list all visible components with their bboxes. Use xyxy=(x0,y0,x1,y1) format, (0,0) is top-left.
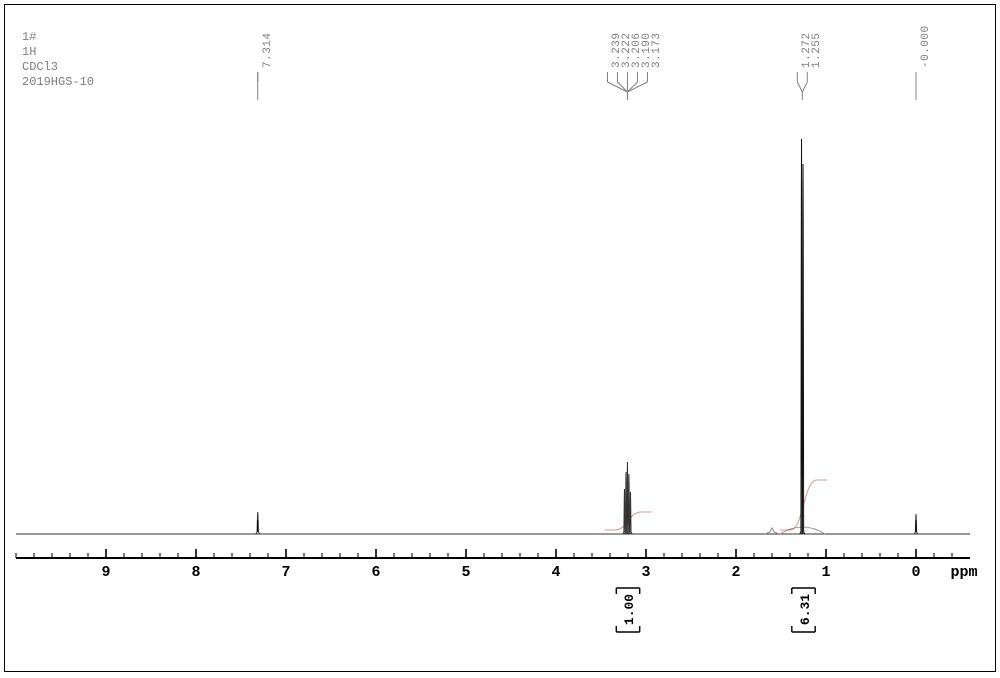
peak-ppm-label: 7.314 xyxy=(262,32,274,68)
x-axis-tick-label: 2 xyxy=(731,564,740,581)
x-axis-tick-label: 6 xyxy=(371,564,380,581)
nmr-spectrum-svg xyxy=(0,0,1000,678)
peak-ppm-label: -0.000 xyxy=(920,25,932,68)
peak-ppm-label: 3.173 xyxy=(651,32,663,68)
x-axis-tick-label: 3 xyxy=(641,564,650,581)
x-axis-tick-label: 9 xyxy=(101,564,110,581)
integral-value: 6.31 xyxy=(798,594,813,625)
x-axis-tick-label: 1 xyxy=(821,564,830,581)
x-axis-tick-label: 7 xyxy=(281,564,290,581)
x-axis-tick-label: 0 xyxy=(911,564,920,581)
x-axis-tick-label: 4 xyxy=(551,564,560,581)
x-axis-tick-label: 5 xyxy=(461,564,470,581)
integral-value: 1.00 xyxy=(622,594,637,625)
peak-ppm-label: 1.255 xyxy=(811,32,823,68)
x-axis-unit-label: ppm xyxy=(950,564,977,581)
x-axis-tick-label: 8 xyxy=(191,564,200,581)
